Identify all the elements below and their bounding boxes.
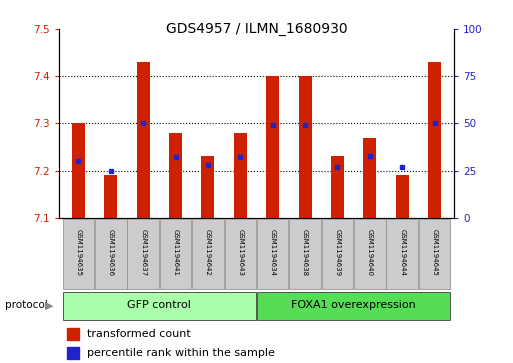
Bar: [266, 76, 279, 218]
FancyBboxPatch shape: [225, 219, 256, 289]
FancyBboxPatch shape: [63, 292, 256, 320]
Text: GSM1194645: GSM1194645: [431, 229, 438, 276]
Text: GSM1194639: GSM1194639: [334, 229, 341, 276]
Text: GSM1194638: GSM1194638: [302, 229, 308, 276]
Text: GSM1194640: GSM1194640: [367, 229, 373, 276]
FancyBboxPatch shape: [322, 219, 353, 289]
FancyBboxPatch shape: [127, 219, 159, 289]
Bar: [428, 62, 441, 218]
FancyBboxPatch shape: [354, 219, 386, 289]
Bar: [72, 123, 85, 218]
Text: GSM1194637: GSM1194637: [140, 229, 146, 276]
Text: GDS4957 / ILMN_1680930: GDS4957 / ILMN_1680930: [166, 22, 347, 36]
Text: transformed count: transformed count: [87, 329, 190, 339]
FancyBboxPatch shape: [419, 219, 450, 289]
Bar: [67, 347, 79, 359]
Text: protocol: protocol: [5, 300, 48, 310]
Bar: [169, 133, 182, 218]
Bar: [104, 175, 117, 218]
FancyBboxPatch shape: [289, 219, 321, 289]
FancyBboxPatch shape: [160, 219, 191, 289]
FancyBboxPatch shape: [386, 219, 418, 289]
Text: GSM1194641: GSM1194641: [172, 229, 179, 276]
Text: FOXA1 overexpression: FOXA1 overexpression: [291, 300, 416, 310]
Bar: [234, 133, 247, 218]
FancyBboxPatch shape: [192, 219, 224, 289]
Bar: [396, 175, 409, 218]
Text: GSM1194642: GSM1194642: [205, 229, 211, 276]
Bar: [299, 76, 311, 218]
FancyBboxPatch shape: [95, 219, 127, 289]
FancyBboxPatch shape: [63, 219, 94, 289]
FancyBboxPatch shape: [257, 292, 450, 320]
Bar: [202, 156, 214, 218]
Text: GSM1194634: GSM1194634: [270, 229, 275, 276]
Bar: [331, 156, 344, 218]
FancyBboxPatch shape: [257, 219, 288, 289]
Bar: [136, 62, 150, 218]
Text: GSM1194643: GSM1194643: [238, 229, 243, 276]
Text: GFP control: GFP control: [127, 300, 191, 310]
Text: GSM1194644: GSM1194644: [399, 229, 405, 276]
Text: ▶: ▶: [45, 300, 54, 310]
Bar: [363, 138, 377, 218]
Text: GSM1194635: GSM1194635: [75, 229, 82, 276]
Bar: [67, 329, 79, 340]
Text: GSM1194636: GSM1194636: [108, 229, 114, 276]
Text: percentile rank within the sample: percentile rank within the sample: [87, 347, 274, 358]
